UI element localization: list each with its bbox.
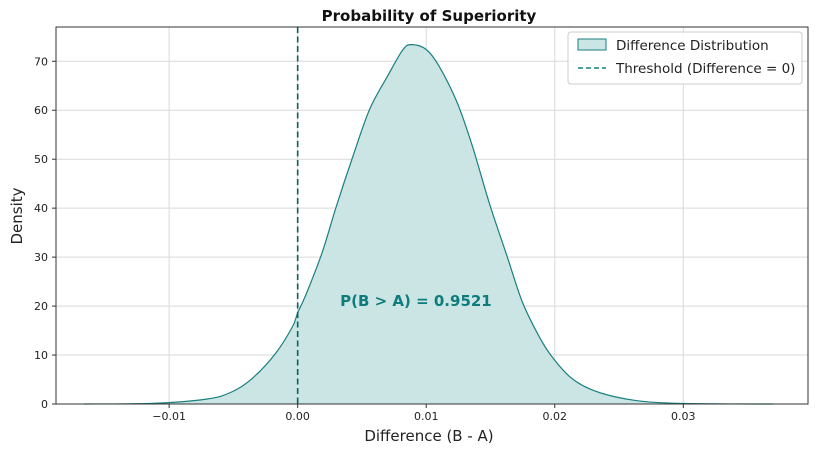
y-tick-label: 10 bbox=[34, 349, 48, 362]
y-axis-ticks: 0 10 20 30 40 50 60 70 bbox=[34, 55, 56, 411]
legend-label-threshold: Threshold (Difference = 0) bbox=[615, 61, 795, 77]
x-tick-label: 0.01 bbox=[414, 410, 439, 423]
x-tick-label: 0.02 bbox=[543, 410, 568, 423]
chart-title: Probability of Superiority bbox=[322, 7, 537, 25]
x-tick-label: 0.00 bbox=[285, 410, 310, 423]
legend-swatch-distribution bbox=[577, 38, 607, 51]
y-tick-label: 30 bbox=[34, 251, 48, 264]
x-tick-label: 0.03 bbox=[671, 410, 696, 423]
density-curve bbox=[84, 44, 774, 405]
x-axis-label: Difference (B - A) bbox=[364, 427, 493, 445]
y-tick-label: 60 bbox=[34, 104, 48, 117]
x-tick-label: −0.01 bbox=[152, 410, 186, 423]
density-fill bbox=[84, 44, 774, 404]
legend: Difference Distribution Threshold (Diffe… bbox=[567, 31, 803, 85]
legend-label-distribution: Difference Distribution bbox=[616, 38, 769, 54]
y-tick-label: 40 bbox=[34, 202, 48, 215]
y-tick-label: 20 bbox=[34, 300, 48, 313]
plot-frame bbox=[55, 26, 809, 405]
plot-marks bbox=[84, 27, 774, 405]
y-tick-label: 70 bbox=[34, 55, 48, 68]
x-axis-ticks: −0.01 0.00 0.01 0.02 0.03 bbox=[152, 404, 696, 423]
y-axis-label: Density bbox=[8, 187, 26, 244]
y-tick-label: 0 bbox=[41, 398, 48, 411]
probability-annotation: P(B > A) = 0.9521 bbox=[340, 292, 492, 310]
y-tick-label: 50 bbox=[34, 153, 48, 166]
